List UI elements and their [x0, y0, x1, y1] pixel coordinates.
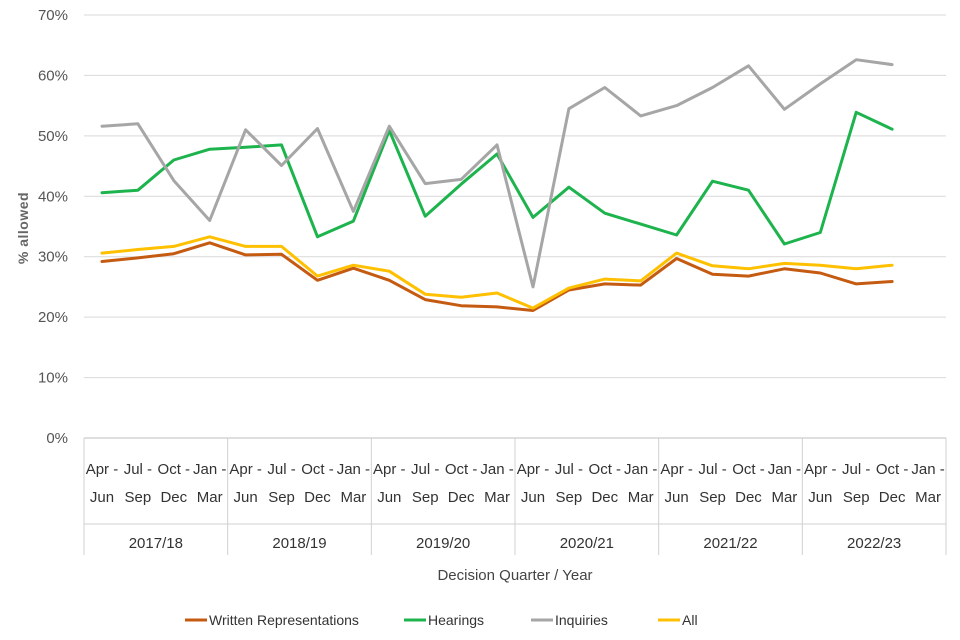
legend: Written Representations Hearings Inquiries… [185, 612, 698, 628]
year-label: 2018/19 [272, 535, 326, 552]
x-tick-label-top: Jul - [267, 461, 295, 478]
x-axis: Apr - Jun Jul - Sep Oct - Dec Jan - Mar Apr - Jun… [83, 438, 947, 555]
x-tick-label-top: Apr - [229, 461, 262, 478]
gridlines [84, 14, 946, 439]
x-tick-label-top: Jul - [698, 461, 726, 478]
x-tick-label-bottom: Sep [843, 489, 870, 506]
x-tick-label-top: Jan - [337, 461, 370, 478]
x-tick-label-top: Oct - [589, 461, 622, 478]
series-line-inquiries [100, 58, 894, 289]
legend-label: All [682, 612, 698, 628]
x-tick-label-bottom: Dec [879, 489, 906, 506]
x-tick-label-top: Oct - [876, 461, 909, 478]
x-tick-label-bottom: Dec [735, 489, 762, 506]
x-tick-label-bottom: Dec [448, 489, 475, 506]
x-tick-label-bottom: Jun [808, 489, 832, 506]
series-lines [100, 58, 894, 312]
x-tick-label-bottom: Jun [234, 489, 258, 506]
y-tick-label: 10% [38, 370, 68, 387]
x-tick-label-bottom: Jun [665, 489, 689, 506]
series-line-hearings [100, 110, 894, 246]
y-tick-label: 50% [38, 128, 68, 145]
x-tick-label-top: Apr - [517, 461, 550, 478]
x-tick-label-top: Oct - [301, 461, 334, 478]
x-tick-label-bottom: Sep [412, 489, 439, 506]
year-label: 2019/20 [416, 535, 470, 552]
x-tick-label-bottom: Mar [484, 489, 510, 506]
x-tick-label-bottom: Sep [556, 489, 583, 506]
legend-label: Written Representations [209, 612, 359, 628]
x-tick-label-top: Oct - [158, 461, 191, 478]
x-tick-label-top: Apr - [804, 461, 837, 478]
x-tick-label-top: Apr - [660, 461, 693, 478]
x-tick-label-top: Apr - [86, 461, 119, 478]
x-tick-label-top: Apr - [373, 461, 406, 478]
x-tick-label-top: Jan - [911, 461, 944, 478]
x-tick-label-top: Jul - [555, 461, 583, 478]
legend-label: Hearings [428, 612, 484, 628]
y-tick-label: 70% [38, 7, 68, 24]
series-line-all [100, 235, 894, 310]
year-label: 2021/22 [703, 535, 757, 552]
x-tick-label-bottom: Dec [304, 489, 331, 506]
x-tick-label-bottom: Sep [125, 489, 152, 506]
x-tick-label-top: Jan - [193, 461, 226, 478]
year-label: 2022/23 [847, 535, 901, 552]
y-tick-label: 0% [46, 430, 68, 447]
series-line-written-representations [100, 241, 894, 312]
x-tick-label-bottom: Jun [90, 489, 114, 506]
y-axis-label: % allowed [15, 192, 31, 264]
x-tick-label-bottom: Jun [521, 489, 545, 506]
x-tick-label-top: Jan - [624, 461, 657, 478]
y-tick-label: 20% [38, 309, 68, 326]
y-tick-label: 60% [38, 67, 68, 84]
legend-label: Inquiries [555, 612, 608, 628]
x-tick-label-bottom: Dec [160, 489, 187, 506]
x-tick-label-bottom: Jun [377, 489, 401, 506]
x-tick-label-top: Jul - [124, 461, 152, 478]
y-tick-label: 30% [38, 249, 68, 266]
year-label: 2020/21 [560, 535, 614, 552]
y-axis-ticks: 0% 10% 20% 30% 40% 50% 60% 70% [38, 7, 68, 447]
x-tick-label-bottom: Mar [340, 489, 366, 506]
x-tick-label-bottom: Mar [915, 489, 941, 506]
x-tick-label-top: Oct - [732, 461, 765, 478]
x-tick-label-bottom: Dec [591, 489, 618, 506]
x-tick-label-bottom: Mar [771, 489, 797, 506]
x-tick-label-top: Jan - [768, 461, 801, 478]
x-tick-label-bottom: Mar [197, 489, 223, 506]
x-axis-title: Decision Quarter / Year [437, 567, 592, 584]
x-tick-label-top: Jan - [480, 461, 513, 478]
x-tick-label-bottom: Sep [699, 489, 726, 506]
year-label: 2017/18 [129, 535, 183, 552]
x-tick-label-top: Oct - [445, 461, 478, 478]
x-tick-label-bottom: Mar [628, 489, 654, 506]
x-tick-label-top: Jul - [411, 461, 439, 478]
y-tick-label: 40% [38, 188, 68, 205]
x-tick-label-bottom: Sep [268, 489, 295, 506]
x-tick-label-top: Jul - [842, 461, 870, 478]
